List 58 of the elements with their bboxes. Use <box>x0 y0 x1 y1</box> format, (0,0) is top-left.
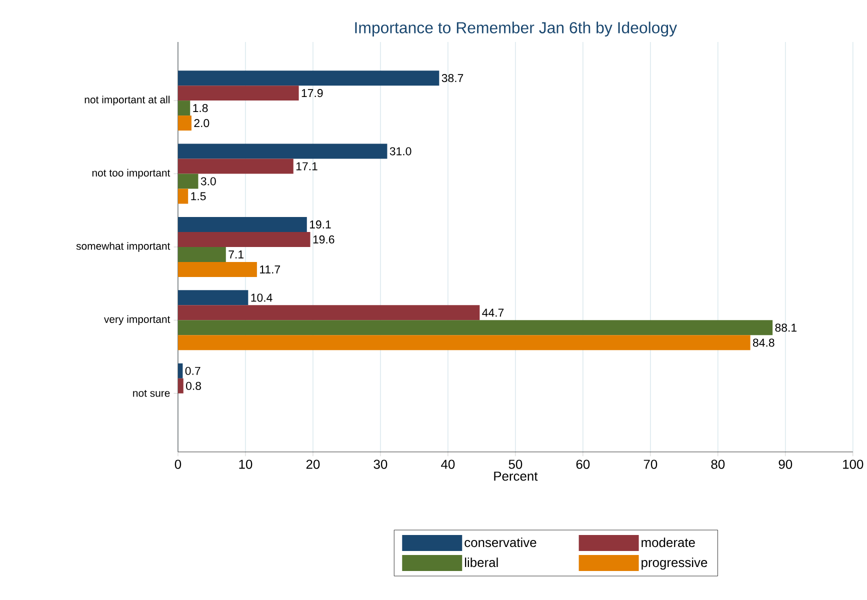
data-label: 1.5 <box>191 192 206 200</box>
y-tick-label: not important at all <box>84 96 170 106</box>
y-tick-label: not too important <box>92 168 170 179</box>
bar <box>178 188 188 204</box>
x-tick-label: 30 <box>374 460 388 469</box>
bar <box>178 305 480 320</box>
bar <box>178 174 198 189</box>
legend-label: progressive <box>642 558 708 570</box>
data-label: 31.0 <box>390 147 412 156</box>
bar <box>178 70 440 86</box>
data-label: 11.7 <box>260 266 280 274</box>
data-label: 0.7 <box>185 366 200 375</box>
bar <box>178 363 183 378</box>
legend-label: liberal <box>464 558 498 568</box>
x-tick-label: 70 <box>644 460 658 469</box>
bar <box>178 86 299 101</box>
bar <box>178 144 388 159</box>
chart-title: Importance to Remember Jan 6th by Ideology <box>355 22 678 37</box>
legend-label: moderate <box>642 538 695 548</box>
data-label: 17.1 <box>296 162 318 170</box>
legend-label: conservative <box>464 538 536 548</box>
x-tick-label: 0 <box>174 460 182 469</box>
x-tick-label: 80 <box>711 460 725 469</box>
data-label: 44.7 <box>482 308 504 317</box>
x-tick-label: 10 <box>239 460 252 469</box>
bar <box>178 232 310 248</box>
bar <box>178 378 184 394</box>
bar <box>178 262 257 278</box>
x-tick-label: 50 <box>508 460 522 469</box>
bar <box>178 158 294 174</box>
y-tick-label: very important <box>104 315 170 326</box>
data-label: 0.8 <box>186 382 202 390</box>
data-label: 7.1 <box>228 250 244 258</box>
data-label: 3.0 <box>200 177 216 186</box>
data-label: 19.1 <box>310 220 331 229</box>
y-tick-label: not sure <box>133 390 170 397</box>
data-label: 10.4 <box>251 294 272 302</box>
x-axis-title: Percent <box>494 472 538 481</box>
data-label: 19.6 <box>313 235 334 244</box>
data-label: 84.8 <box>752 338 774 347</box>
bar <box>178 247 226 262</box>
data-label: 88.1 <box>775 324 797 332</box>
y-tick-label: somewhat important <box>76 242 170 252</box>
bar <box>178 335 750 350</box>
data-label: 1.8 <box>193 104 208 112</box>
x-tick-label: 40 <box>441 460 455 469</box>
x-tick-label: 90 <box>778 460 792 469</box>
bar <box>178 320 773 336</box>
bar <box>178 116 192 131</box>
x-tick-label: 20 <box>306 460 320 469</box>
data-label: 2.0 <box>194 119 210 128</box>
x-tick-label: 100 <box>843 460 864 469</box>
data-label: 17.9 <box>302 89 323 98</box>
bar <box>178 290 248 306</box>
bar <box>178 217 307 232</box>
data-label: 38.7 <box>442 74 464 82</box>
bar <box>178 100 190 116</box>
x-tick-label: 60 <box>576 460 590 469</box>
